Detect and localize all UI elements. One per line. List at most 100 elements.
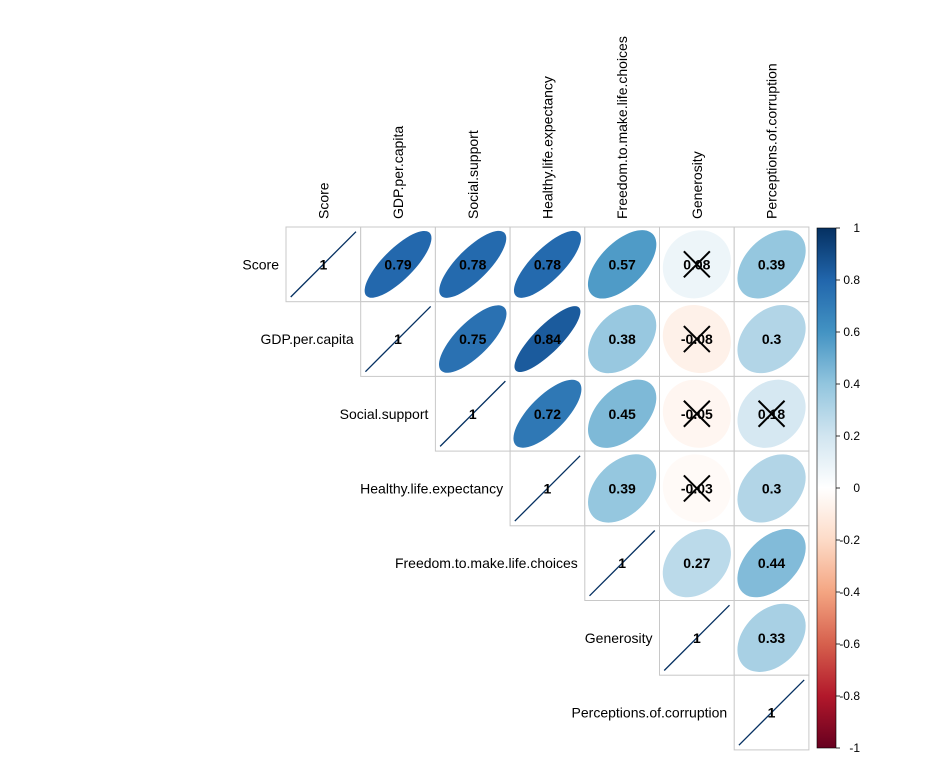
corr-ellipse xyxy=(514,455,581,522)
corr-value-label: 0.84 xyxy=(534,331,561,347)
column-label: Freedom.to.make.life.choices xyxy=(614,36,630,219)
corr-value-label: 0.57 xyxy=(609,256,636,272)
corr-value-label: 0.3 xyxy=(762,480,782,496)
corr-ellipse xyxy=(588,454,657,523)
row-label: Perceptions.of.corruption xyxy=(572,705,728,721)
colorbar-tick-label: 0.6 xyxy=(843,325,860,339)
corr-cell: 0.39 xyxy=(584,450,660,527)
corr-value-label: 0.45 xyxy=(609,406,636,422)
corr-ellipse xyxy=(663,604,730,671)
corr-cell: 0.79 xyxy=(360,226,436,303)
corr-ellipse xyxy=(588,304,657,374)
corr-cell: 1 xyxy=(285,226,362,303)
corr-value-label: 1 xyxy=(618,555,626,571)
corr-cell: 1 xyxy=(509,450,586,527)
colorbar-tick-label: 0.4 xyxy=(843,377,860,391)
corr-ellipse xyxy=(587,230,657,299)
corr-ellipse xyxy=(589,530,656,597)
corr-value-label: 0.38 xyxy=(609,331,636,347)
corr-cell: 0.38 xyxy=(584,301,660,377)
corr-cell: 1 xyxy=(360,301,436,377)
corr-cell: 0.72 xyxy=(509,375,586,452)
corr-value-label: 0.78 xyxy=(534,256,561,272)
colorbar-gradient xyxy=(816,227,837,749)
corr-value-label: 1 xyxy=(693,630,701,646)
colorbar-tick-label: 0 xyxy=(853,481,860,495)
corr-ellipse xyxy=(290,231,357,298)
corr-value-label: 0.79 xyxy=(384,256,411,272)
colorbar-tick-label: -0.8 xyxy=(839,689,860,703)
corr-ellipse xyxy=(364,305,432,373)
column-label: Social.support xyxy=(465,130,481,219)
corr-cell: 0.44 xyxy=(733,525,810,601)
row-labels: Score GDP.per.capita Social.support Healthy… xyxy=(242,256,727,720)
corr-value-label: 0.3 xyxy=(762,331,782,347)
corr-value-label: 0.39 xyxy=(609,480,636,496)
colorbar-tick-label: -0.2 xyxy=(839,533,860,547)
corr-ellipse xyxy=(737,454,806,523)
corr-cell: 0.08 xyxy=(659,226,735,303)
insignificant-cross-icon xyxy=(683,474,711,503)
colorbar-tick-label: -0.6 xyxy=(839,637,860,651)
corr-cell: 0.3 xyxy=(733,450,810,527)
corr-value-label: 1 xyxy=(319,256,327,272)
colorbar-ticks: 1 0.8 0.6 0.4 0.2 0 -0.2 -0.4 -0.6 -0.8 -1 xyxy=(836,221,860,755)
corr-value-label: 0.78 xyxy=(459,256,486,272)
corr-ellipse xyxy=(738,679,805,746)
corr-cell: 0.3 xyxy=(733,301,810,377)
correlation-cells: 1 0.79 0.78 0.78 0.57 0.08 0.39 1 0.75 0.84 0.38 -0… xyxy=(285,226,810,751)
corr-cell: -0.05 xyxy=(659,375,735,452)
corr-value-label: 1 xyxy=(394,331,402,347)
corr-ellipse xyxy=(514,306,581,373)
row-label: Social.support xyxy=(340,406,429,422)
row-label: Score xyxy=(242,256,279,272)
corr-cell: 0.39 xyxy=(733,226,810,303)
corr-cell: 0.45 xyxy=(584,375,660,452)
corr-ellipse xyxy=(364,230,432,298)
corr-ellipse xyxy=(737,528,806,598)
corr-ellipse xyxy=(662,529,731,598)
colorbar-tick-label: 0.2 xyxy=(843,429,860,443)
corr-cell: -0.08 xyxy=(659,301,735,377)
insignificant-cross-icon xyxy=(683,325,711,353)
corr-ellipse xyxy=(513,379,582,448)
corr-value-label: 0.39 xyxy=(758,256,785,272)
corr-ellipse xyxy=(587,379,657,448)
insignificant-cross-icon xyxy=(683,400,711,428)
corr-ellipse xyxy=(439,380,506,447)
corr-value-label: 0.72 xyxy=(534,406,561,422)
corr-cell: 0.78 xyxy=(434,226,511,303)
column-label: Generosity xyxy=(689,151,705,219)
colorbar-tick-label: 0.8 xyxy=(843,273,860,287)
corr-value-label: 1 xyxy=(768,705,776,721)
corr-value-label: 1 xyxy=(469,406,477,422)
corr-ellipse xyxy=(737,230,806,299)
corr-value-label: 0.75 xyxy=(459,331,486,347)
corr-ellipse xyxy=(737,603,806,672)
column-label: Score xyxy=(315,182,331,219)
insignificant-cross-icon xyxy=(757,400,786,428)
corr-cell: 1 xyxy=(434,375,511,452)
corr-cell: 0.78 xyxy=(509,226,586,303)
corr-ellipse xyxy=(439,305,507,373)
row-label: GDP.per.capita xyxy=(261,331,354,347)
corr-cell: 0.84 xyxy=(509,301,586,377)
corr-value-label: 0.27 xyxy=(683,555,710,571)
colorbar-tick-label: 1 xyxy=(853,221,860,235)
corr-cell: 0.75 xyxy=(434,301,511,377)
colorbar-tick-label: -1 xyxy=(849,741,860,755)
corr-ellipse xyxy=(737,304,806,374)
corr-value-label: 0.44 xyxy=(758,555,785,571)
corr-cell: 0.27 xyxy=(659,525,735,601)
corr-cell: 0.18 xyxy=(733,375,810,452)
colorbar: 1 0.8 0.6 0.4 0.2 0 -0.2 -0.4 -0.6 -0.8 -1 xyxy=(816,221,860,755)
corr-value-label: 1 xyxy=(544,480,552,496)
column-label: Healthy.life.expectancy xyxy=(539,76,555,219)
column-labels: Score GDP.per.capita Social.support Healthy… xyxy=(315,36,779,219)
colorbar-tick-label: -0.4 xyxy=(839,585,860,599)
corr-ellipse xyxy=(439,230,507,298)
row-label: Healthy.life.expectancy xyxy=(360,480,503,496)
corr-cell: 1 xyxy=(659,600,735,676)
corr-cell: 0.57 xyxy=(584,226,660,303)
